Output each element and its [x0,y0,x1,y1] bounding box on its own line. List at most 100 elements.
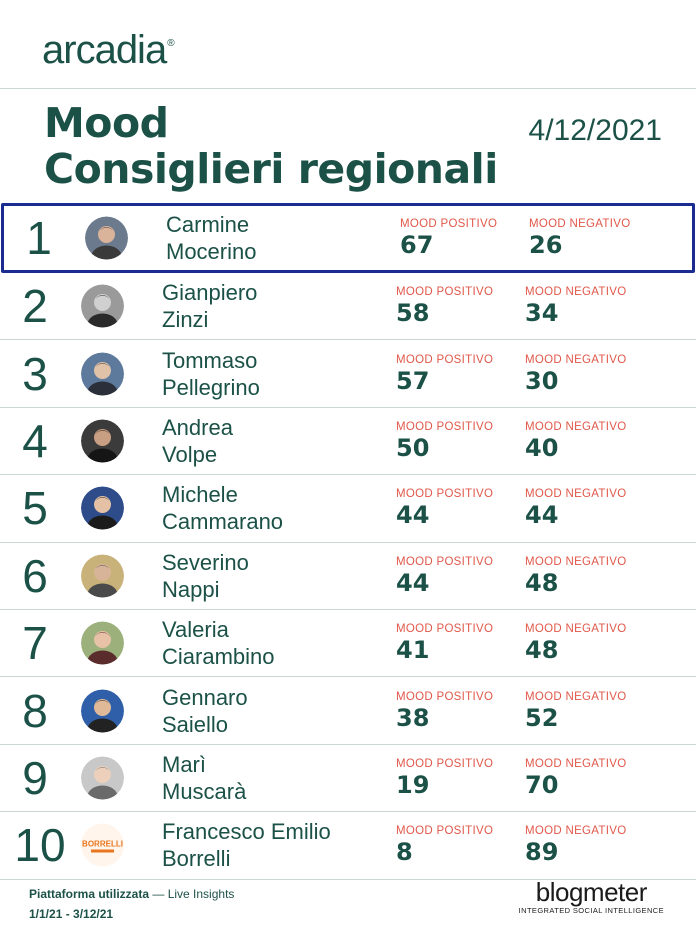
first-name: Andrea [162,414,233,440]
mood-negative-value: 26 [529,231,563,259]
mood-positive: MOOD POSITIVO 41 [396,622,493,664]
ranking-row: 1 Carmine Mocerino MOOD POSITIVO 67 MOOD NEGA… [1,203,695,273]
mood-positive-label: MOOD POSITIVO [396,353,494,366]
mood-positive-label: MOOD POSITIVO [400,218,498,230]
mood-negative-label: MOOD NEGATIVO [525,555,627,568]
mood-positive-label: MOOD POSITIVO [396,757,494,770]
first-name: Francesco Emilio [162,819,331,845]
avatar [85,216,128,260]
councillor-name: Gennaro Saiello [162,684,248,738]
mood-positive-value: 67 [400,231,434,259]
councillor-name: Francesco Emilio Borrelli [162,818,331,872]
mood-negative-label: MOOD NEGATIVO [525,286,627,299]
mood-negative: MOOD NEGATIVO 52 [525,690,626,732]
avatar [81,554,124,598]
councillor-name: Valeria Ciarambino [162,616,275,670]
mood-negative: MOOD NEGATIVO 44 [525,487,626,529]
title-line-1: Mood [44,99,169,147]
mood-positive: MOOD POSITIVO 38 [396,690,493,732]
mood-negative: MOOD NEGATIVO 89 [525,824,626,866]
councillor-name: Carmine Mocerino [166,211,256,265]
report-date: 4/12/2021 [528,114,662,147]
mood-negative: MOOD NEGATIVO 70 [525,757,626,799]
mood-positive-value: 58 [396,299,430,328]
last-name: Volpe [162,441,218,467]
last-name: Borrelli [162,846,231,872]
mood-negative-label: MOOD NEGATIVO [525,420,627,433]
mood-positive: MOOD POSITIVO 67 [400,217,497,259]
ranking-row: 8 Gennaro Saiello MOOD POSITIVO 38 MOOD NEGAT… [0,677,696,745]
mood-negative: MOOD NEGATIVO 26 [529,217,630,259]
mood-negative: MOOD NEGATIVO 48 [525,555,626,597]
avatar [81,284,124,328]
ranking-row: 5 Michele Cammarano MOOD POSITIVO 44 MOOD NEG… [0,475,696,543]
councillor-name: Tommaso Pellegrino [162,347,260,401]
councillor-name: Severino Nappi [162,549,249,603]
mood-positive-value: 50 [396,433,430,462]
rank-number: 5 [22,482,48,535]
avatar [81,756,124,800]
rank-number: 4 [22,414,48,467]
avatar [81,689,124,733]
mood-negative-value: 52 [525,703,559,732]
mood-negative-label: MOOD NEGATIVO [525,757,627,770]
last-name: Ciarambino [162,644,275,670]
mood-positive-label: MOOD POSITIVO [396,623,494,636]
last-name: Nappi [162,576,220,602]
mood-negative-label: MOOD NEGATIVO [525,623,627,636]
first-name: Tommaso [162,347,258,373]
councillor-name: Michele Cammarano [162,481,283,535]
rank-number: 8 [22,684,48,737]
ranking-row: 3 Tommaso Pellegrino MOOD POSITIVO 57 MOOD NE… [0,340,696,408]
avatar [81,621,124,665]
rank-number: 10 [14,819,66,872]
mood-negative-value: 89 [525,838,559,867]
first-name: Marì [162,751,206,777]
mood-negative: MOOD NEGATIVO 30 [525,353,626,395]
page-title: Mood Consiglieri regionali [44,100,498,192]
first-name: Carmine [166,212,250,237]
mood-positive-label: MOOD POSITIVO [396,690,494,703]
rank-number: 6 [22,549,48,602]
last-name: Cammarano [162,509,284,535]
title-line-2: Consiglieri regionali [44,145,498,193]
ranking-row: 10 BORRELLI Francesco Emilio Borrelli MOOD P… [0,812,696,880]
mood-negative-label: MOOD NEGATIVO [529,218,631,230]
mood-positive: MOOD POSITIVO 8 [396,824,493,866]
mood-negative-value: 44 [525,501,559,530]
mood-negative-value: 34 [525,299,559,328]
mood-positive: MOOD POSITIVO 50 [396,420,493,462]
rank-number: 1 [26,212,52,264]
mood-negative-value: 48 [525,568,559,597]
first-name: Gianpiero [162,280,258,306]
mood-positive-value: 44 [396,568,430,597]
mood-negative-value: 70 [525,770,559,799]
first-name: Michele [162,482,238,508]
mood-positive: MOOD POSITIVO 19 [396,757,493,799]
mood-negative-label: MOOD NEGATIVO [525,353,627,366]
mood-negative-label: MOOD NEGATIVO [525,825,627,838]
mood-positive: MOOD POSITIVO 44 [396,555,493,597]
header-divider [0,88,696,89]
campaign-logo-avatar: BORRELLI [81,823,124,867]
mood-negative-value: 40 [525,433,559,462]
mood-negative-value: 30 [525,366,559,395]
mood-positive-value: 38 [396,703,430,732]
mood-positive-value: 19 [396,770,430,799]
avatar [81,419,124,463]
mood-positive-value: 41 [396,636,430,665]
last-name: Zinzi [162,307,209,333]
rank-number: 7 [22,617,48,670]
last-name: Saiello [162,711,229,737]
rank-number: 2 [22,280,48,333]
ranking-row: 2 Gianpiero Zinzi MOOD POSITIVO 58 MOOD NEGAT… [0,273,696,341]
mood-negative-label: MOOD NEGATIVO [525,690,627,703]
ranking-row: 9 Marì Muscarà MOOD POSITIVO 19 MOOD NEGATIVO… [0,745,696,813]
mood-positive: MOOD POSITIVO 58 [396,285,493,327]
councillor-name: Andrea Volpe [162,414,233,468]
mood-negative: MOOD NEGATIVO 40 [525,420,626,462]
ranking-row: 6 Severino Nappi MOOD POSITIVO 44 MOOD NEGATI… [0,543,696,610]
arcadia-logo: arcadia® [42,28,175,72]
mood-negative: MOOD NEGATIVO 48 [525,622,626,664]
mood-negative: MOOD NEGATIVO 34 [525,285,626,327]
